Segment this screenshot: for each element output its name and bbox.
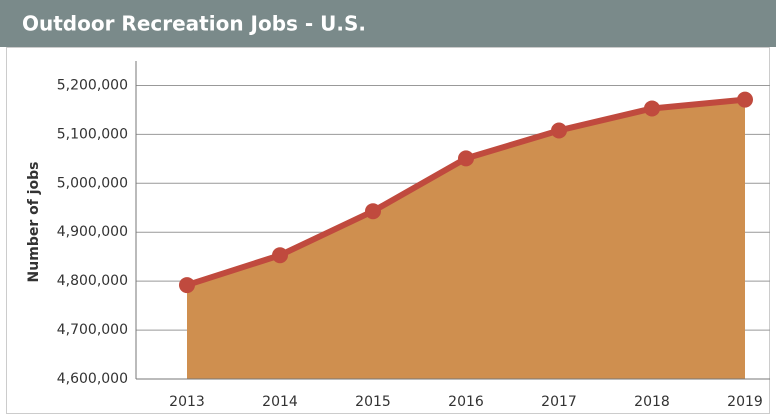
panel-border <box>6 47 770 414</box>
y-tick-label: 5,100,000 <box>57 126 128 142</box>
y-tick-label: 4,600,000 <box>57 371 128 387</box>
marker <box>272 247 288 264</box>
marker <box>458 150 474 167</box>
title-bar <box>0 0 776 47</box>
y-tick-label: 4,700,000 <box>57 322 128 338</box>
x-tick-label: 2014 <box>262 394 298 410</box>
x-tick-label: 2019 <box>727 394 763 410</box>
chart-title: Outdoor Recreation Jobs - U.S. <box>22 12 366 36</box>
y-tick-label: 5,200,000 <box>57 77 128 93</box>
x-tick-label: 2015 <box>355 394 391 410</box>
marker <box>365 203 381 220</box>
x-tick-label: 2016 <box>448 394 484 410</box>
marker <box>179 277 195 294</box>
y-axis-label: Number of jobs <box>26 162 42 283</box>
area <box>187 99 745 379</box>
x-tick-label: 2017 <box>541 394 577 410</box>
y-tick-label: 4,800,000 <box>57 273 128 289</box>
marker <box>551 122 567 139</box>
marker <box>737 91 753 108</box>
marker <box>644 100 660 117</box>
y-tick-label: 4,900,000 <box>57 224 128 240</box>
x-tick-label: 2018 <box>634 394 670 410</box>
y-tick-label: 5,000,000 <box>57 175 128 191</box>
x-tick-label: 2013 <box>169 394 205 410</box>
